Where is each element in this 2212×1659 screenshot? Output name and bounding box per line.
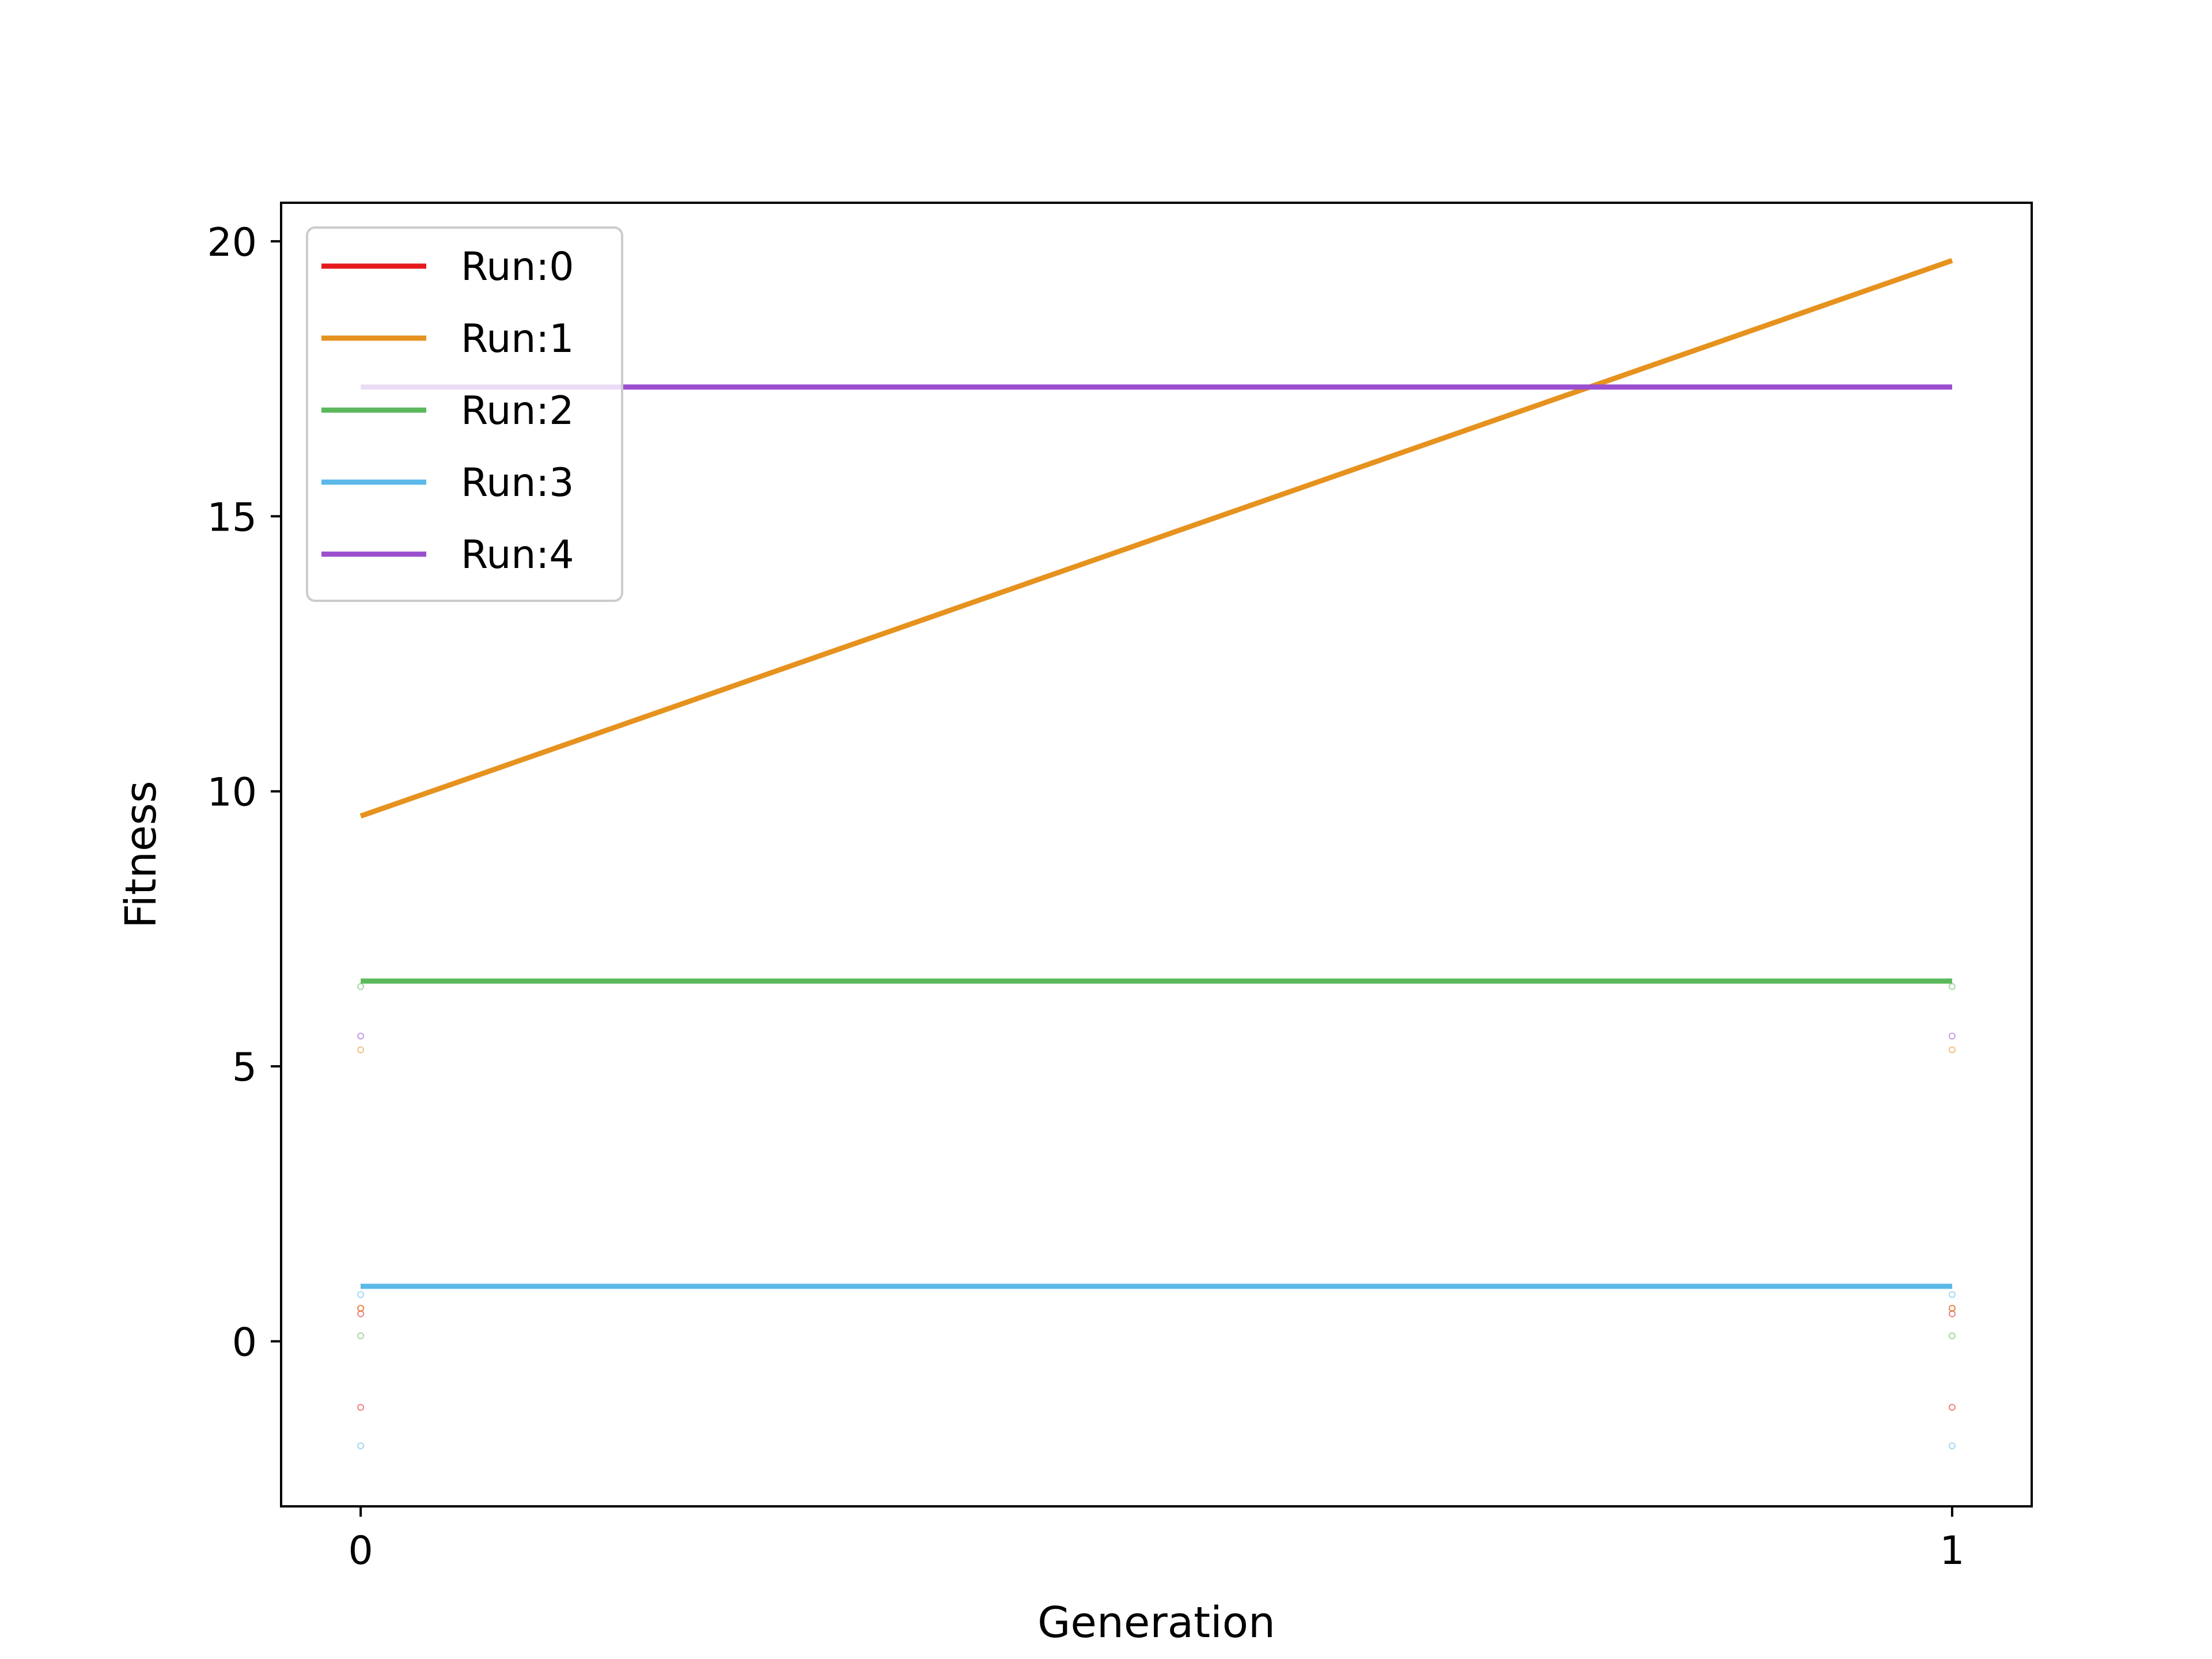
- series-point-run-4: [357, 1032, 365, 1040]
- y-axis-label: Fitness: [116, 781, 166, 928]
- plot-frame: [280, 202, 2033, 1508]
- legend-box: [306, 226, 623, 602]
- y-tick-label: 20: [207, 220, 257, 266]
- y-tick-label: 10: [207, 770, 257, 816]
- series-line-run-1: [359, 258, 1953, 819]
- series-point-run-4: [1948, 1032, 1956, 1040]
- series-point-run-3: [357, 1442, 365, 1449]
- legend: Run:0 Run:1 Run:2 Run:3 Run:4: [306, 226, 623, 602]
- legend-label-run-2: Run:2: [461, 388, 574, 434]
- series-point-run-0: [1948, 1404, 1956, 1411]
- y-tick-label: 15: [207, 495, 257, 540]
- x-tick-label: 0: [349, 1528, 373, 1574]
- series-point-run-3: [1948, 1291, 1956, 1298]
- series-point-run-1: [357, 1046, 365, 1054]
- legend-label-run-0: Run:0: [461, 244, 574, 290]
- series-point-run-2: [1948, 1332, 1956, 1339]
- series-point-run-2: [357, 1332, 365, 1339]
- series-point-run-0: [357, 1404, 365, 1411]
- y-tick-label: 0: [232, 1320, 257, 1366]
- series-point-run-3: [357, 1291, 365, 1298]
- x-tick-label: 1: [1940, 1528, 1964, 1574]
- series-point-run-1: [357, 1305, 365, 1312]
- series-point-run-3: [1948, 1442, 1956, 1449]
- legend-label-run-1: Run:1: [461, 316, 574, 362]
- series-point-run-1: [1948, 1305, 1956, 1312]
- legend-label-run-4: Run:4: [461, 532, 574, 578]
- series-point-run-2: [1948, 983, 1956, 990]
- series-point-run-1: [1948, 1046, 1956, 1054]
- series-point-run-2: [357, 983, 365, 990]
- legend-label-run-3: Run:3: [461, 460, 574, 506]
- x-axis-label: Generation: [1037, 1598, 1275, 1647]
- y-tick-label: 5: [232, 1045, 257, 1090]
- series-layer: [357, 258, 1956, 1449]
